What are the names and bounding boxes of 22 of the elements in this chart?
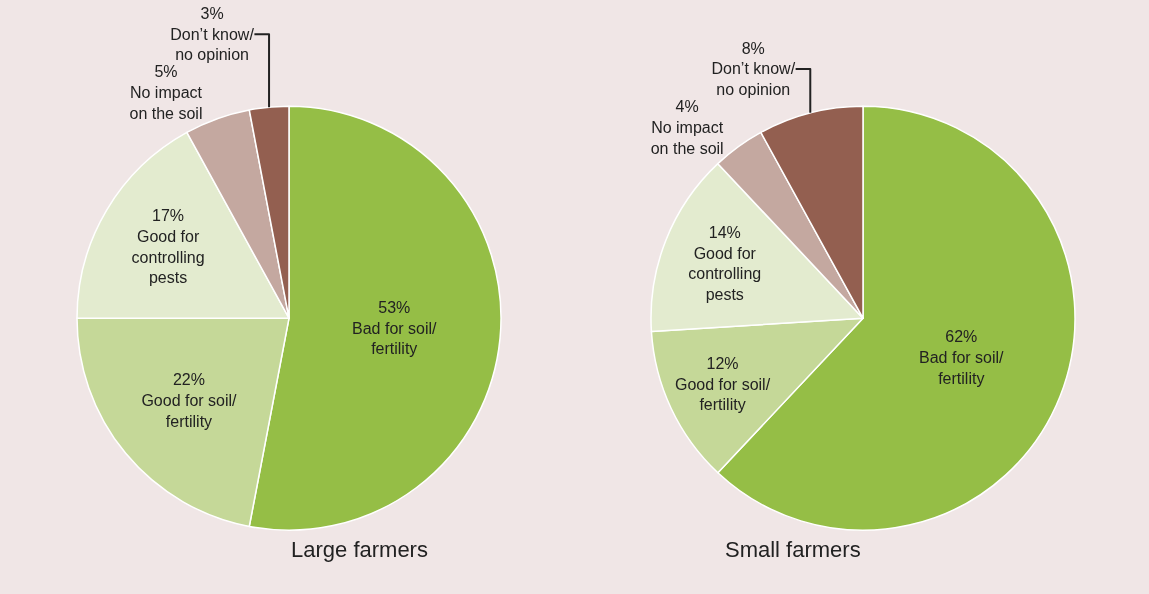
slice-label: Good for controlling pests xyxy=(131,227,205,287)
data-label: 3% xyxy=(200,4,224,22)
data-label: 53% xyxy=(378,298,411,316)
data-label: 4% xyxy=(675,98,699,116)
text: Large farmers xyxy=(291,537,428,562)
slice-label: Don’t know/ no opinion xyxy=(170,25,255,64)
data-label: 14% xyxy=(708,223,741,241)
data-label: 62% xyxy=(945,327,978,345)
slice-label: Good for soil/ fertility xyxy=(141,392,238,431)
data-label: 22% xyxy=(172,371,205,389)
slice-label: Good for controlling pests xyxy=(688,244,762,304)
text: Small farmers xyxy=(725,537,861,562)
slice-label: Good for soil/ fertility xyxy=(674,375,771,414)
data-label: 12% xyxy=(706,354,739,372)
slice-label: No impact on the soil xyxy=(129,84,203,123)
data-label: 8% xyxy=(741,39,765,57)
data-label: 17% xyxy=(152,206,185,224)
slice-label: Bad for soil/ fertility xyxy=(919,348,1005,387)
slice-label: Bad for soil/ fertility xyxy=(352,319,438,358)
slice-label: Don’t know/ no opinion xyxy=(711,60,796,99)
slice-label: No impact on the soil xyxy=(650,119,724,157)
data-label: 5% xyxy=(154,63,178,81)
